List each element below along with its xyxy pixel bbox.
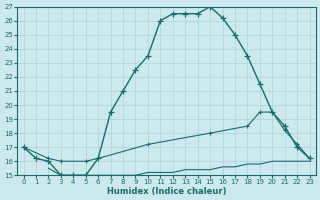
X-axis label: Humidex (Indice chaleur): Humidex (Indice chaleur) bbox=[107, 187, 226, 196]
